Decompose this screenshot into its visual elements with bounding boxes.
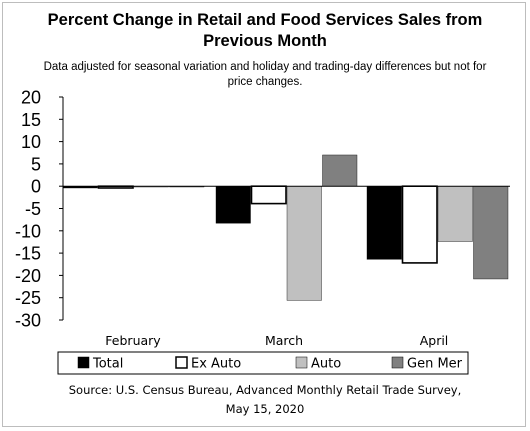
legend-label-total: Total <box>92 357 123 372</box>
source-line-1: Source: U.S. Census Bureau, Advanced Mon… <box>68 383 462 397</box>
bar-auto-march <box>286 185 322 301</box>
bar-total-april <box>366 185 402 260</box>
y-tick-label: -10 <box>15 221 41 241</box>
x-category-label: March <box>265 333 303 348</box>
x-category-label: April <box>420 333 449 348</box>
bar-ex-auto-april <box>401 185 438 264</box>
chart-subtitle-line-1: Data adjusted for seasonal variation and… <box>43 61 487 73</box>
legend-label-ex-auto: Ex Auto <box>191 357 241 372</box>
bar-auto-april <box>437 185 473 242</box>
y-tick-label: 0 <box>31 177 41 197</box>
legend-label-gen-mer: Gen Mer <box>407 357 463 372</box>
legend-label-auto: Auto <box>311 357 341 372</box>
source-line-2: May 15, 2020 <box>225 402 305 416</box>
bar-ex-auto-march <box>250 185 287 205</box>
bar-gen-mer-april <box>473 185 509 280</box>
chart-subtitle: Data adjusted for seasonal variation and… <box>0 60 530 90</box>
legend-swatch-gen-mer <box>391 356 404 369</box>
x-category-label: February <box>105 333 161 348</box>
y-tick-label: -15 <box>15 244 41 264</box>
y-tick-label: -30 <box>15 311 41 331</box>
bar-gen-mer-march <box>322 154 358 187</box>
y-tick-label: -20 <box>15 266 41 286</box>
y-tick-label: 5 <box>31 154 41 174</box>
y-tick-label: 20 <box>21 88 41 108</box>
y-tick-label: -25 <box>15 288 41 308</box>
legend-swatch-auto <box>295 356 308 369</box>
y-tick-label: 10 <box>21 132 41 152</box>
chart-source: Source: U.S. Census Bureau, Advanced Mon… <box>0 381 530 419</box>
legend-swatch-ex-auto <box>175 356 188 369</box>
chart-title-line-1: Percent Change in Retail and Food Servic… <box>47 11 483 29</box>
y-tick-label: -5 <box>25 199 41 219</box>
bar-total-march <box>215 185 251 224</box>
legend-swatch-total <box>77 356 90 369</box>
chart-title: Percent Change in Retail and Food Servic… <box>0 10 530 52</box>
chart-title-line-2: Previous Month <box>203 32 327 50</box>
chart-subtitle-line-2: price changes. <box>227 76 303 88</box>
y-tick-label: 15 <box>21 110 41 130</box>
legend: Total Ex Auto Auto Gen Mer <box>57 351 469 375</box>
legend-box <box>57 351 469 375</box>
